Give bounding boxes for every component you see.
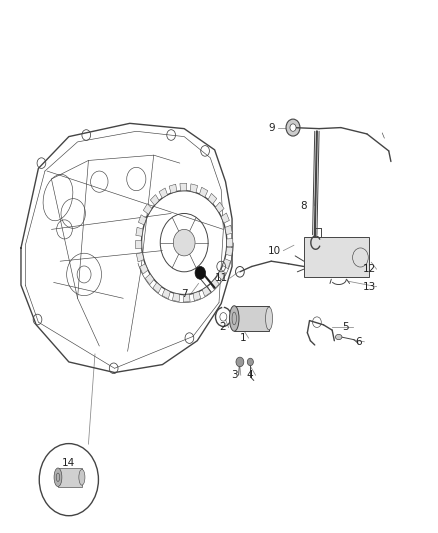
Polygon shape xyxy=(145,274,154,285)
Polygon shape xyxy=(169,184,177,193)
FancyBboxPatch shape xyxy=(304,237,369,277)
Polygon shape xyxy=(143,204,152,214)
Polygon shape xyxy=(138,215,147,225)
Polygon shape xyxy=(162,289,170,299)
Text: 14: 14 xyxy=(62,458,75,467)
Ellipse shape xyxy=(336,334,342,340)
Circle shape xyxy=(247,358,253,366)
Polygon shape xyxy=(136,253,144,262)
Circle shape xyxy=(195,266,205,279)
Ellipse shape xyxy=(265,307,272,330)
Polygon shape xyxy=(221,213,230,223)
Polygon shape xyxy=(173,293,180,302)
Text: 7: 7 xyxy=(181,289,187,299)
Text: 10: 10 xyxy=(268,246,281,256)
Circle shape xyxy=(173,229,195,256)
Polygon shape xyxy=(215,202,224,213)
Text: 12: 12 xyxy=(363,264,376,274)
Polygon shape xyxy=(227,238,233,247)
Text: 2: 2 xyxy=(219,322,226,333)
Text: 6: 6 xyxy=(355,337,362,347)
Polygon shape xyxy=(217,269,226,280)
Text: 5: 5 xyxy=(342,322,349,333)
Polygon shape xyxy=(225,225,232,235)
Polygon shape xyxy=(159,188,167,198)
Polygon shape xyxy=(184,294,190,302)
Circle shape xyxy=(290,124,296,131)
Ellipse shape xyxy=(79,470,85,485)
Circle shape xyxy=(236,357,244,367)
Polygon shape xyxy=(193,292,201,301)
Polygon shape xyxy=(234,306,269,331)
Polygon shape xyxy=(153,282,162,293)
Text: 9: 9 xyxy=(268,123,275,133)
Polygon shape xyxy=(150,195,159,205)
Polygon shape xyxy=(140,264,148,274)
Text: 3: 3 xyxy=(231,370,237,380)
Polygon shape xyxy=(58,468,82,487)
Polygon shape xyxy=(226,247,233,256)
Polygon shape xyxy=(180,183,187,191)
Polygon shape xyxy=(199,187,208,197)
Text: 8: 8 xyxy=(300,200,307,211)
Polygon shape xyxy=(202,286,211,296)
Polygon shape xyxy=(136,227,143,236)
Polygon shape xyxy=(223,259,230,269)
Polygon shape xyxy=(210,279,219,289)
Text: 13: 13 xyxy=(363,281,376,292)
Polygon shape xyxy=(190,184,198,193)
Ellipse shape xyxy=(54,468,62,487)
Polygon shape xyxy=(208,193,217,204)
Circle shape xyxy=(286,119,300,136)
Ellipse shape xyxy=(230,306,239,331)
Polygon shape xyxy=(135,240,142,249)
Text: 1: 1 xyxy=(240,333,246,343)
Text: 4: 4 xyxy=(246,370,253,380)
Text: 11: 11 xyxy=(215,273,228,283)
